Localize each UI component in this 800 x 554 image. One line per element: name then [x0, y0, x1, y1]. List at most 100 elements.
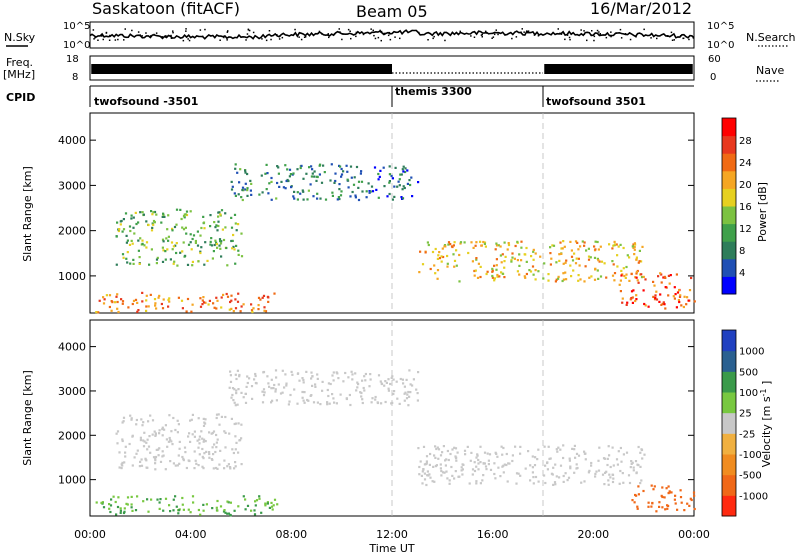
nsky-point [199, 29, 202, 31]
echo-cell [605, 470, 608, 473]
echo-cell [551, 244, 554, 247]
echo-cell [252, 307, 255, 310]
echo-cell [115, 295, 118, 298]
echo-cell [142, 439, 145, 442]
nsky-point [569, 38, 571, 41]
echo-cell [453, 265, 456, 268]
echo-cell [359, 391, 362, 394]
nsky-point [298, 36, 300, 38]
echo-cell [287, 179, 290, 183]
echo-cell [593, 256, 597, 259]
echo-cell [574, 262, 578, 265]
nsky-right-tick-bottom: 10^0 [707, 40, 734, 51]
nsky-point [188, 39, 191, 42]
echo-cell [163, 428, 166, 431]
echo-cell [291, 173, 294, 176]
echo-cell [302, 177, 305, 180]
nsky-point [583, 33, 586, 35]
echo-cell [571, 447, 574, 450]
echo-cell [327, 382, 330, 385]
velocity-panel-frame [89, 319, 695, 517]
echo-cell [550, 257, 553, 260]
echo-cell [320, 181, 324, 184]
echo-cell [619, 290, 622, 293]
echo-cell [631, 301, 634, 304]
echo-cell [173, 225, 177, 229]
echo-cell [429, 452, 432, 456]
echo-cell [220, 296, 223, 299]
echo-cell [244, 182, 247, 185]
echo-cell [319, 403, 322, 406]
echo-cell [653, 298, 657, 301]
echo-cell [659, 293, 662, 296]
power-colorbar-swatch [722, 223, 736, 242]
echo-cell [683, 509, 686, 512]
nsky-point [610, 31, 612, 33]
echo-cell [531, 471, 534, 474]
echo-cell [534, 475, 538, 479]
echo-cell [636, 507, 639, 510]
echo-cell [571, 259, 575, 262]
echo-cell [121, 230, 124, 233]
echo-cell [212, 453, 215, 456]
nsky-point [294, 28, 296, 31]
echo-cell [437, 254, 440, 257]
nsky-point [252, 31, 255, 34]
echo-cell [134, 509, 138, 512]
echo-cell [647, 505, 650, 508]
echo-cell [182, 508, 185, 511]
echo-cell [639, 482, 642, 485]
nsky-left-tick-top: 10^5 [63, 21, 90, 32]
echo-cell [276, 181, 279, 185]
echo-cell [369, 378, 372, 381]
velocity-colorbar-swatch [722, 495, 736, 517]
echo-cell [120, 463, 123, 466]
echo-cell [200, 246, 203, 249]
echo-cell [207, 303, 210, 306]
echo-cell [390, 174, 393, 178]
echo-cell [609, 465, 612, 469]
echo-cell [459, 242, 462, 245]
echo-cell [351, 378, 354, 381]
echo-cell [216, 499, 219, 503]
echo-cell [121, 300, 125, 303]
echo-cell [519, 445, 522, 448]
echo-cell [145, 441, 148, 444]
echo-cell [594, 248, 597, 251]
echo-cell [229, 300, 232, 304]
echo-cell [136, 301, 139, 304]
echo-cell [267, 192, 270, 195]
echo-cell [505, 463, 508, 467]
echo-cell [577, 257, 580, 260]
echo-cell [203, 452, 206, 455]
echo-cell [191, 237, 194, 241]
echo-cell [270, 505, 274, 508]
echo-cell [554, 483, 557, 486]
echo-cell [222, 510, 226, 513]
echo-cell [390, 376, 393, 379]
echo-cell [631, 245, 634, 248]
echo-cell [542, 277, 545, 280]
velocity-colorbar-swatch [722, 330, 736, 352]
echo-cell [331, 374, 334, 377]
echo-cell [208, 299, 211, 302]
echo-cell [176, 431, 179, 434]
echo-cell [189, 233, 192, 236]
echo-cell [552, 483, 555, 486]
echo-cell [178, 440, 181, 443]
echo-cell [553, 481, 557, 484]
echo-cell [135, 222, 138, 226]
nsky-point [481, 36, 483, 38]
echo-cell [401, 378, 404, 381]
echo-cell [525, 272, 528, 276]
echo-cell [211, 446, 214, 449]
echo-cell [345, 164, 348, 167]
velocity-colorbar-label-exp: -1 [759, 388, 768, 396]
echo-cell [122, 218, 125, 221]
echo-cell [639, 465, 642, 468]
echo-cell [673, 297, 676, 300]
echo-cell [398, 184, 401, 187]
echo-cell [225, 292, 228, 296]
echo-cell [265, 188, 268, 191]
echo-cell [185, 466, 188, 470]
